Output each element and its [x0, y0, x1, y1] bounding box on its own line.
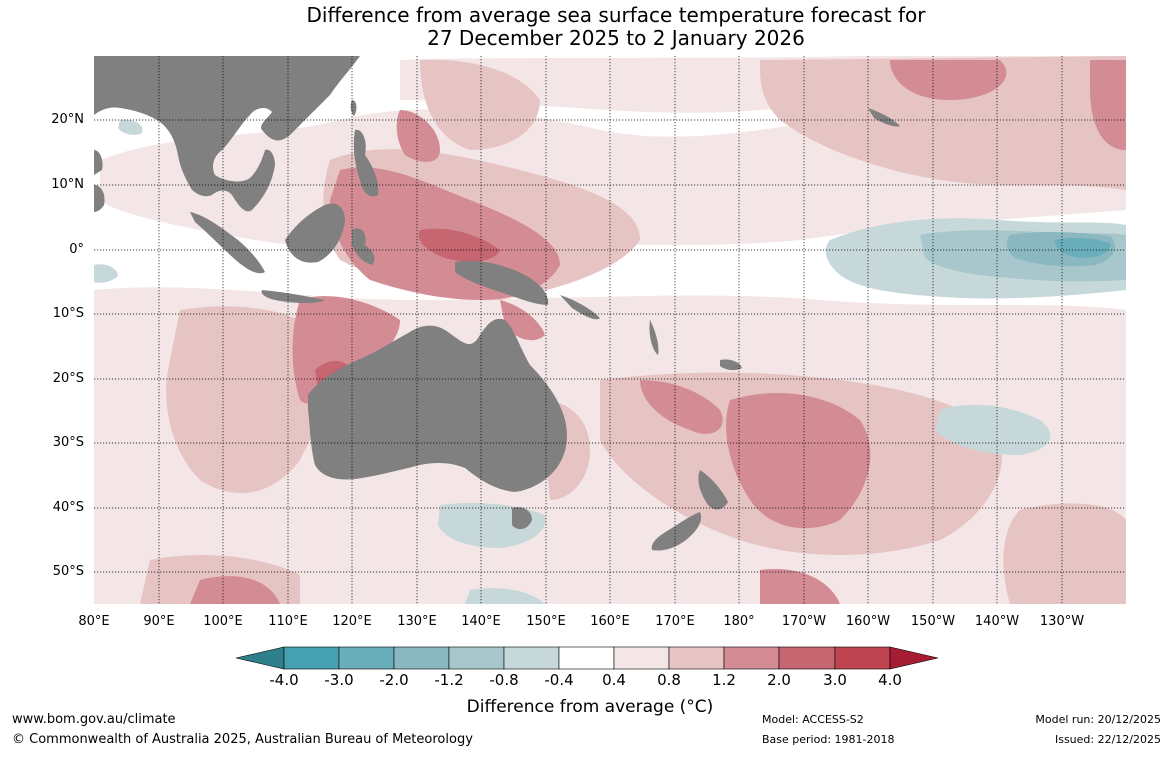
land-masses	[94, 56, 900, 551]
footer-issued: Issued: 22/12/2025	[1054, 733, 1161, 746]
colorbar-tick: -4.0	[269, 671, 299, 689]
lat-label-0: 0°	[69, 242, 84, 257]
footer-url[interactable]: www.bom.gov.au/climate	[12, 712, 176, 727]
land-solomon-islands	[560, 295, 600, 320]
footer-model-run: Model run: 20/12/2025	[1035, 713, 1161, 726]
lon-label-140w: 140°W	[974, 614, 1020, 629]
lon-label-150e: 150°E	[526, 614, 566, 629]
footer-base-period: Base period: 1981-2018	[762, 733, 895, 746]
lon-label-110e: 110°E	[268, 614, 308, 629]
lon-label-170w: 170°W	[781, 614, 827, 629]
land-sumatra	[190, 212, 265, 274]
lat-label-20s: 20°S	[52, 371, 84, 386]
lat-label-10s: 10°S	[52, 306, 84, 321]
land-new-guinea	[455, 260, 549, 305]
land-borneo	[285, 203, 345, 263]
colorbar-tick: 3.0	[823, 671, 847, 689]
colorbar-tick: -0.8	[489, 671, 519, 689]
land-vanuatu-fiji	[649, 320, 659, 355]
lon-label-160e: 160°E	[590, 614, 630, 629]
title-line-2: 27 December 2025 to 2 January 2026	[427, 26, 805, 50]
colorbar-bin-10	[778, 646, 836, 670]
colorbar-low-extension	[235, 646, 285, 670]
colorbar-tick: -2.0	[379, 671, 409, 689]
lat-label-50s: 50°S	[52, 564, 84, 579]
colorbar-bin-2	[338, 646, 395, 670]
footer-model: Model: ACCESS-S2	[762, 713, 864, 726]
colorbar-bin-11	[834, 646, 891, 670]
colorbar-tick: -1.2	[434, 671, 464, 689]
land-sulawesi	[352, 228, 375, 265]
land-new-zealand-south	[651, 512, 702, 551]
map-area	[94, 56, 1126, 604]
lon-label-130w: 130°W	[1039, 614, 1085, 629]
colorbar-bin-6	[558, 646, 615, 670]
colorbar-high-extension	[889, 646, 939, 670]
lat-label-10n: 10°N	[51, 177, 84, 192]
lat-label-20n: 20°N	[51, 112, 84, 127]
anomaly-strong-cool	[1055, 237, 1111, 258]
land-philippines	[353, 129, 379, 197]
colorbar-bin-1	[283, 646, 340, 670]
lat-label-40s: 40°S	[52, 500, 84, 515]
lon-label-100e: 100°E	[203, 614, 243, 629]
lon-label-80e: 80°E	[78, 614, 110, 629]
title-line-1: Difference from average sea surface temp…	[306, 3, 926, 27]
colorbar-bin-8	[668, 646, 725, 670]
lon-label-140e: 140°E	[461, 614, 501, 629]
colorbar-bin-9	[723, 646, 780, 670]
lon-label-160w: 160°W	[845, 614, 891, 629]
colorbar-title: Difference from average (°C)	[466, 697, 714, 717]
lon-label-90e: 90°E	[143, 614, 175, 629]
colorbar-tick: 4.0	[878, 671, 902, 689]
footer-copyright: © Commonwealth of Australia 2025, Austra…	[12, 732, 473, 747]
land-sri-lanka	[94, 185, 105, 212]
land-java	[261, 290, 325, 303]
land-new-zealand-north	[698, 470, 728, 510]
colorbar-tick: 2.0	[767, 671, 791, 689]
land-hawaii	[868, 108, 900, 127]
colorbar-bin-5	[503, 646, 560, 670]
chart-title: Difference from average sea surface temp…	[0, 4, 1173, 50]
colorbar-bin-3	[393, 646, 450, 670]
colorbar-tick: -0.4	[544, 671, 574, 689]
colorbar-bin-4	[448, 646, 505, 670]
lon-label-130e: 130°E	[397, 614, 437, 629]
land-india-tip	[94, 150, 103, 175]
land-australia	[308, 318, 567, 492]
lon-label-120e: 120°E	[332, 614, 372, 629]
colorbar-tick: 1.2	[712, 671, 736, 689]
colorbar-tick: 0.8	[657, 671, 681, 689]
land-tasmania	[512, 507, 532, 530]
colorbar-bin-7	[613, 646, 670, 670]
gridlines	[94, 56, 1126, 604]
colorbar-tick: 0.4	[602, 671, 626, 689]
lon-label-150w: 150°W	[910, 614, 956, 629]
land-asia	[94, 56, 360, 212]
lat-label-30s: 30°S	[52, 435, 84, 450]
lon-label-180: 180°	[723, 614, 755, 629]
colorbar-tick: -3.0	[324, 671, 354, 689]
colorbar	[235, 646, 939, 670]
lon-label-170e: 170°E	[655, 614, 695, 629]
land-new-caledonia	[720, 359, 742, 371]
